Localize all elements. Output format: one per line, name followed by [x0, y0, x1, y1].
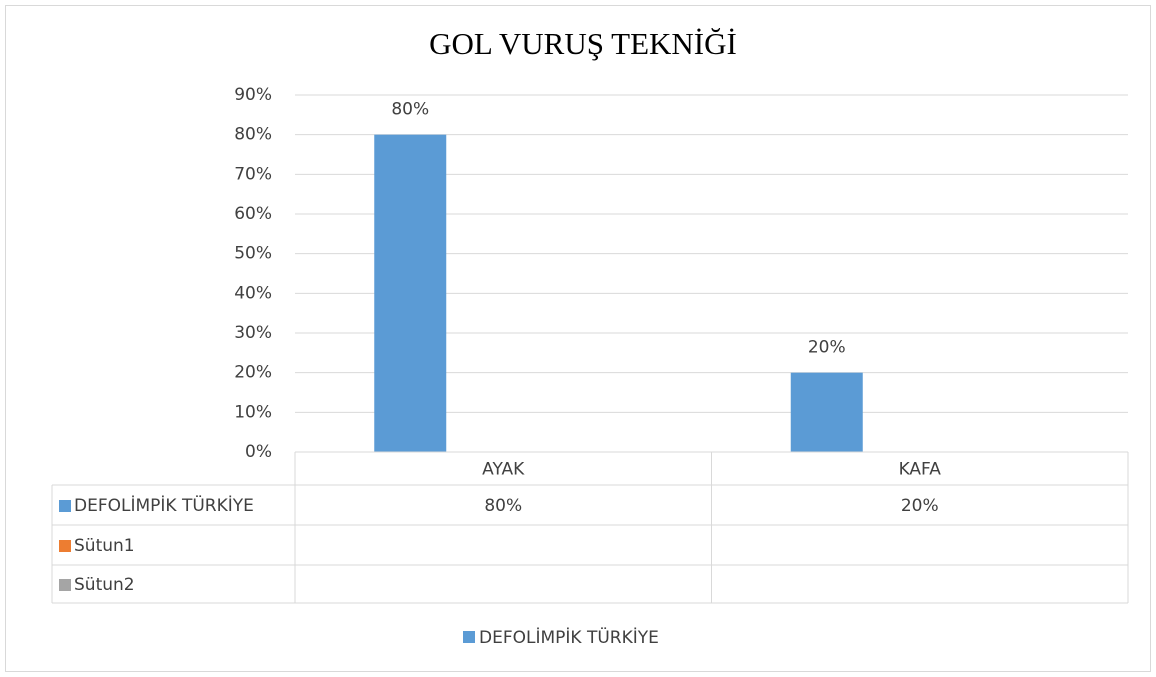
table-series-name: DEFOLİMPİK TÜRKİYE: [74, 494, 254, 516]
table-series-name: Sütun1: [74, 536, 135, 556]
y-tick-label: 30%: [234, 323, 272, 343]
y-tick-label: 60%: [234, 204, 272, 224]
y-tick-label: 50%: [234, 244, 272, 264]
y-tick-label: 10%: [234, 402, 272, 422]
table-legend-key: [59, 579, 71, 591]
y-tick-label: 0%: [245, 442, 272, 462]
data-label: 80%: [391, 100, 429, 120]
table-cell: 80%: [484, 496, 522, 516]
table-legend-key: [59, 540, 71, 552]
chart-border: [5, 5, 1151, 672]
bar: [374, 134, 447, 452]
y-tick-label: 40%: [234, 283, 272, 303]
y-tick-label: 80%: [234, 125, 272, 145]
y-tick-label: 70%: [234, 164, 272, 184]
legend-key: [463, 631, 475, 643]
chart-title: GOL VURUŞ TEKNİĞİ: [429, 26, 737, 61]
table-cell: 20%: [901, 496, 939, 516]
table-legend-key: [59, 500, 71, 512]
y-tick-label: 20%: [234, 363, 272, 383]
x-tick-label: AYAK: [482, 460, 525, 480]
data-label: 20%: [808, 338, 846, 358]
x-tick-label: KAFA: [899, 460, 942, 480]
legend-label: DEFOLİMPİK TÜRKİYE: [479, 626, 659, 648]
bar: [790, 372, 863, 452]
y-tick-label: 90%: [234, 85, 272, 105]
table-series-name: Sütun2: [74, 575, 135, 595]
